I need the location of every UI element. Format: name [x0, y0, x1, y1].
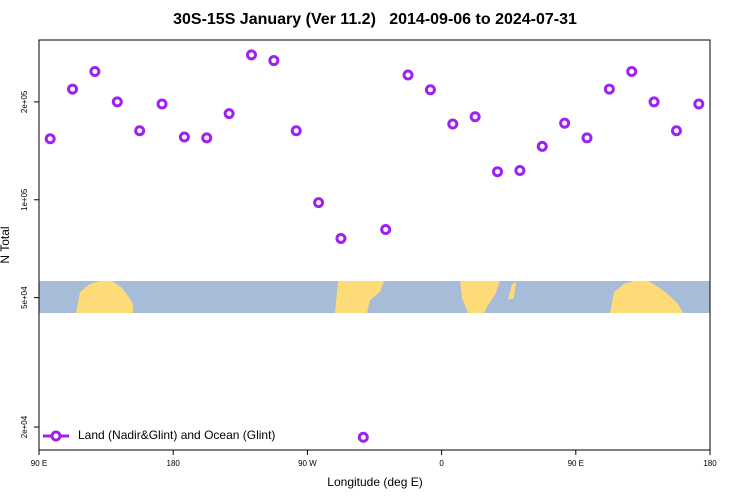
x-axis-label: Longitude (deg E)	[327, 475, 422, 489]
point	[201, 132, 213, 144]
point	[245, 49, 257, 61]
x-tick-label: 180	[703, 459, 717, 468]
x-tick-label: 90 E	[31, 459, 47, 468]
legend-marker	[50, 430, 62, 442]
plot-frame	[38, 39, 711, 451]
x-tick-label: 0	[439, 459, 444, 468]
point	[693, 98, 705, 110]
point	[402, 69, 414, 81]
x-tick-label: 90 E	[568, 459, 584, 468]
point	[424, 84, 436, 96]
point	[67, 83, 79, 95]
point	[603, 83, 615, 95]
point	[492, 166, 504, 178]
point	[670, 125, 682, 137]
point	[111, 96, 123, 108]
y-axis-label: N Total	[0, 226, 12, 263]
point	[514, 165, 526, 177]
legend-label: Land (Nadir&Glint) and Ocean (Glint)	[78, 428, 275, 442]
x-tick-label: 180	[167, 459, 181, 468]
point	[290, 125, 302, 137]
point	[178, 131, 190, 143]
point	[44, 133, 56, 145]
y-tick-label: 1e+05	[20, 188, 29, 211]
point	[89, 66, 101, 78]
y-tick-label: 2e+04	[20, 415, 29, 438]
point	[223, 108, 235, 120]
point	[648, 96, 660, 108]
point	[626, 66, 638, 78]
x-tick-label: 90 W	[298, 459, 317, 468]
point	[357, 431, 369, 443]
point	[313, 197, 325, 209]
y-tick-label: 5e+04	[20, 286, 29, 309]
point	[156, 98, 168, 110]
point	[268, 55, 280, 67]
y-tick-label: 2e+05	[20, 90, 29, 113]
point	[559, 117, 571, 129]
map-band	[39, 281, 710, 313]
point	[447, 118, 459, 130]
chart-title: 30S-15S January (Ver 11.2) 2014-09-06 to…	[173, 11, 577, 28]
point	[380, 224, 392, 236]
point	[469, 111, 481, 123]
point	[335, 233, 347, 245]
point	[581, 132, 593, 144]
point	[536, 140, 548, 152]
point	[134, 125, 146, 137]
